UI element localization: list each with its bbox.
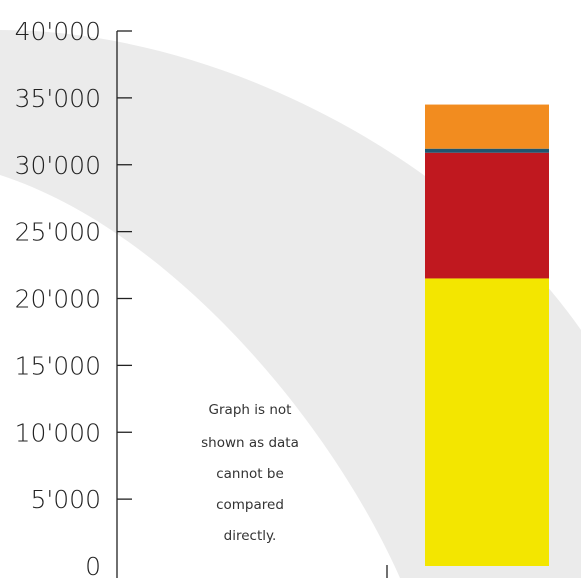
annotation-line-3: cannot be xyxy=(216,466,284,482)
y-tick-label: 25'000 xyxy=(15,218,101,247)
bar-segment-1 xyxy=(425,278,549,566)
annotation-line-2: shown as data xyxy=(201,435,299,451)
y-tick-label: 5'000 xyxy=(31,485,102,514)
bar-segment-2 xyxy=(425,152,549,279)
annotation-line-1: Graph is not xyxy=(209,402,292,418)
y-ticks: 0 5'000 10'000 15'000 20'000 25'000 30'000 35'0… xyxy=(15,17,132,578)
bar-segments xyxy=(425,104,549,566)
bar-segment-4 xyxy=(425,104,549,149)
y-tick-label: 0 xyxy=(85,552,101,578)
y-tick-label: 35'000 xyxy=(15,84,101,113)
bar-segment-3 xyxy=(425,148,549,153)
y-tick-label: 40'000 xyxy=(15,17,101,46)
annotation-line-4: compared xyxy=(216,497,284,513)
annotation-line-5: directly. xyxy=(224,528,277,544)
y-tick-label: 10'000 xyxy=(15,418,101,447)
y-tick-label: 20'000 xyxy=(15,285,101,314)
y-tick-label: 15'000 xyxy=(15,351,101,380)
y-tick-label: 30'000 xyxy=(15,151,101,180)
